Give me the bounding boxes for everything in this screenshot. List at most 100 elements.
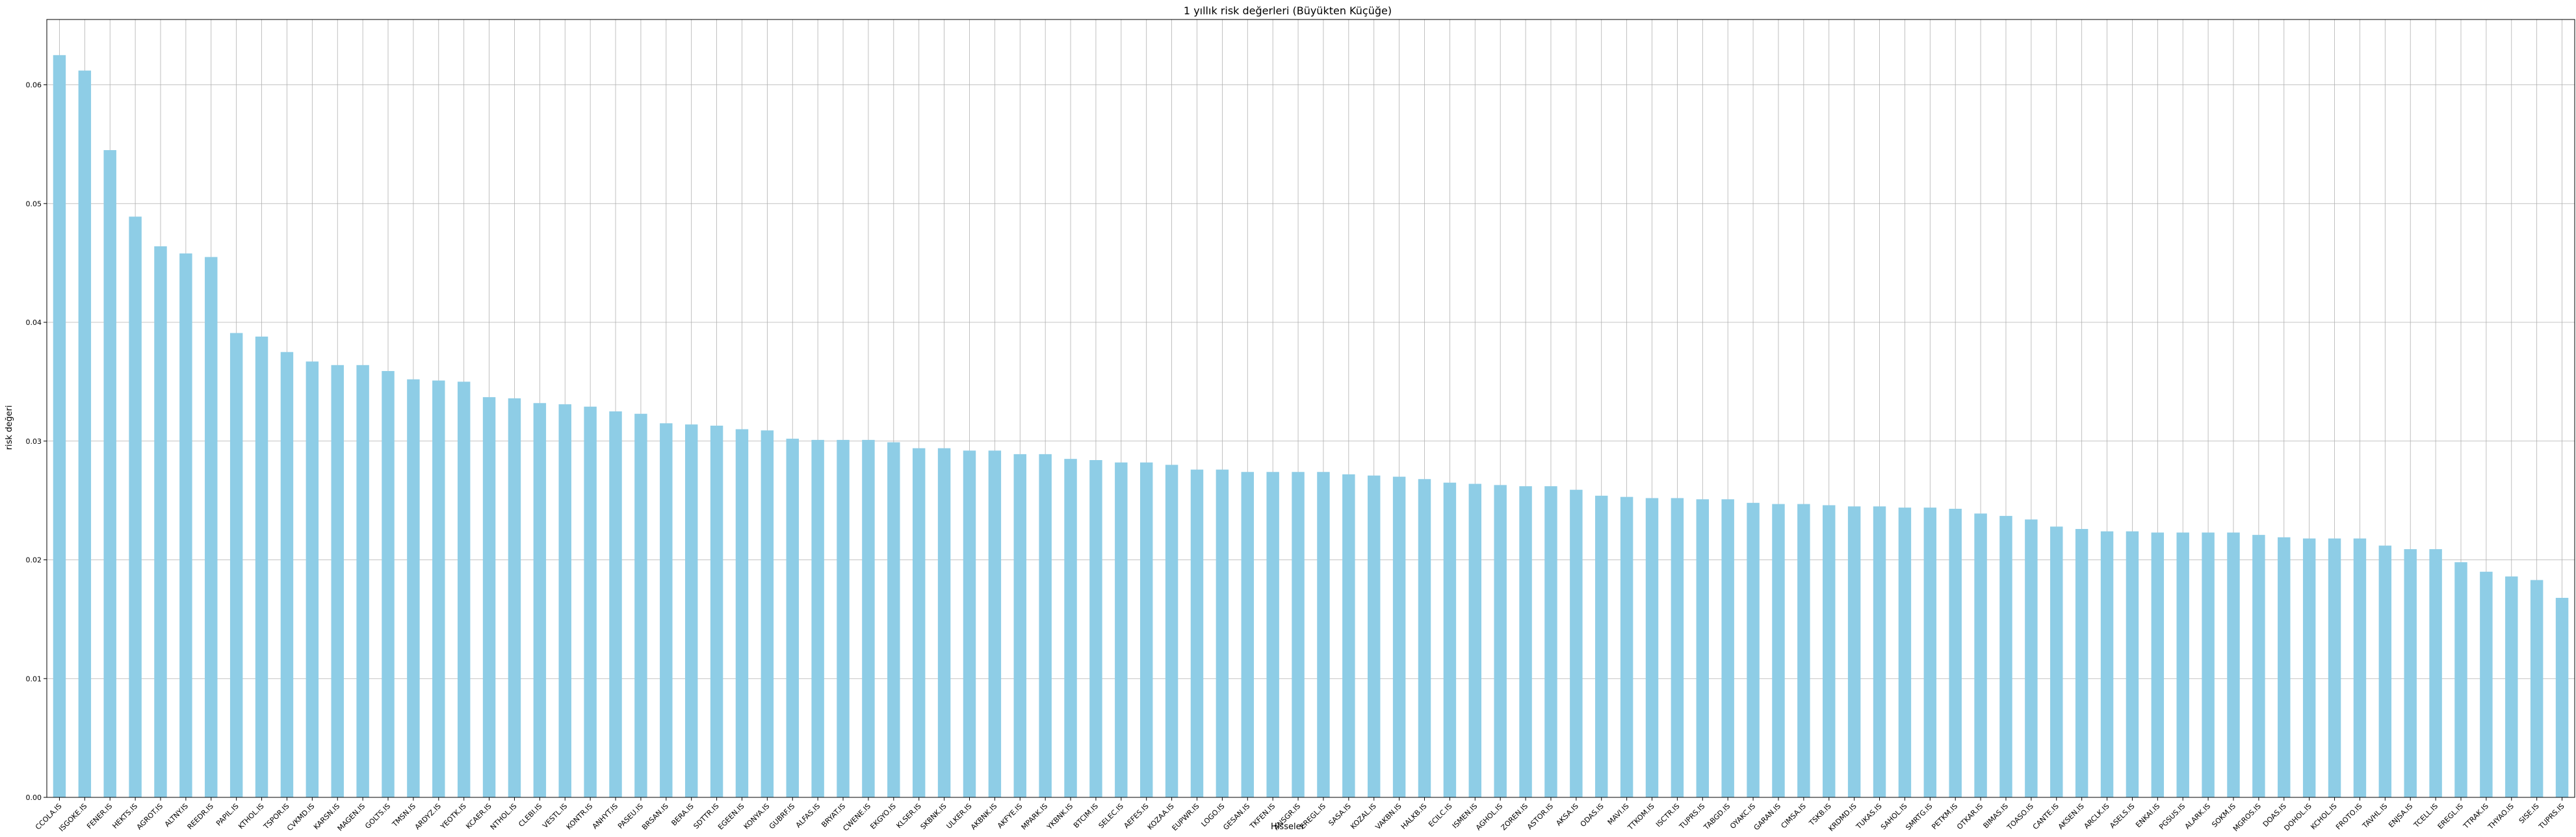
x-tick-label: AKBNK.IS bbox=[969, 802, 999, 832]
bar bbox=[1368, 475, 1381, 797]
x-tick-label: ASTOR.IS bbox=[1526, 802, 1555, 831]
bar bbox=[887, 442, 900, 797]
bar bbox=[761, 430, 774, 797]
bar bbox=[735, 429, 749, 797]
x-tick-label: OTKAR.IS bbox=[1955, 802, 1984, 831]
bar bbox=[1999, 515, 2012, 797]
x-tick-label: FENER.IS bbox=[85, 802, 114, 831]
bar bbox=[1772, 504, 1785, 797]
x-tick-label: ZOREN.IS bbox=[1500, 802, 1529, 832]
x-tick-label: YKBNK.IS bbox=[1045, 802, 1074, 832]
x-tick-label: TAVHL.IS bbox=[2360, 802, 2389, 831]
bar bbox=[2505, 576, 2518, 797]
x-tick-label: BTCIM.IS bbox=[1072, 802, 1100, 830]
x-tick-label: EGEEN.IS bbox=[716, 802, 746, 831]
bar bbox=[331, 365, 344, 797]
bar bbox=[2429, 549, 2442, 797]
bar bbox=[2151, 532, 2165, 797]
bar bbox=[660, 423, 673, 797]
bar bbox=[533, 403, 547, 797]
x-tick-label: BERA.IS bbox=[670, 802, 695, 827]
bar bbox=[2252, 535, 2265, 797]
bar bbox=[937, 448, 951, 797]
x-tick-label: VAKBN.IS bbox=[1373, 802, 1403, 831]
x-axis-label: Hisseler bbox=[1271, 822, 1305, 832]
bar bbox=[457, 381, 471, 797]
bar bbox=[2227, 532, 2240, 797]
x-tick-label: TUKAS.IS bbox=[1854, 802, 1883, 831]
x-tick-label: SASA.IS bbox=[1327, 802, 1353, 828]
bar bbox=[1468, 483, 1482, 797]
bar bbox=[2176, 532, 2189, 797]
bar bbox=[1266, 472, 1279, 797]
x-tick-label: KCHOL.IS bbox=[2309, 802, 2338, 831]
x-tick-label: ASELS.IS bbox=[2108, 802, 2136, 830]
bar bbox=[306, 361, 319, 797]
y-tick-label: 0.05 bbox=[26, 200, 42, 208]
bar bbox=[53, 55, 66, 797]
x-tick-label: DOHOL.IS bbox=[2282, 802, 2313, 832]
bar bbox=[1392, 476, 1406, 797]
grid-lines bbox=[47, 19, 2575, 798]
bar bbox=[1696, 499, 1710, 797]
bar bbox=[2278, 537, 2291, 797]
bar bbox=[1317, 472, 1330, 797]
x-tick-label: TSKB.IS bbox=[1807, 802, 1833, 828]
x-tick-label: SELEC.IS bbox=[1097, 802, 1125, 830]
x-tick-label: TABGD.IS bbox=[1702, 802, 1732, 832]
x-tick-label: PETKM.IS bbox=[1930, 802, 1959, 831]
x-tick-label: EKGYO.IS bbox=[868, 802, 898, 831]
bar bbox=[205, 257, 218, 797]
bar bbox=[2480, 571, 2493, 797]
bar bbox=[2202, 532, 2215, 797]
bar bbox=[2050, 526, 2063, 797]
bar bbox=[1923, 508, 1937, 797]
bar bbox=[382, 370, 395, 797]
x-tick-label: HALKB.IS bbox=[1399, 802, 1429, 831]
bar bbox=[1595, 495, 1608, 797]
bar bbox=[129, 216, 142, 798]
bar bbox=[255, 336, 268, 797]
bar bbox=[1721, 499, 1734, 797]
y-tick-label: 0.00 bbox=[26, 793, 42, 802]
x-tick-label: SMRTG.IS bbox=[1904, 802, 1934, 832]
bar bbox=[1898, 508, 1912, 797]
y-tick-label: 0.01 bbox=[26, 675, 42, 683]
x-tick-label: THYAO.IS bbox=[2486, 802, 2516, 831]
bar bbox=[912, 448, 926, 797]
x-tick-label: KTHOL.IS bbox=[237, 802, 265, 831]
bar bbox=[432, 380, 445, 797]
bar bbox=[837, 439, 850, 797]
bar bbox=[1570, 489, 1583, 797]
x-tick-label: MPARK.IS bbox=[1020, 802, 1050, 832]
y-tick-label: 0.02 bbox=[26, 556, 42, 565]
bar-series bbox=[53, 55, 2569, 798]
bar bbox=[1671, 498, 1684, 797]
bar bbox=[786, 439, 799, 797]
bar bbox=[2353, 538, 2367, 797]
bar bbox=[1165, 465, 1178, 797]
plot-frame bbox=[46, 19, 2575, 798]
x-tick-label: SISE.IS bbox=[2517, 802, 2541, 825]
bar bbox=[684, 424, 698, 797]
bar bbox=[1797, 504, 1810, 797]
bar bbox=[710, 425, 723, 797]
x-tick-label: GESAN.IS bbox=[1221, 802, 1251, 832]
x-tick-label: ARDYZ.IS bbox=[413, 802, 443, 831]
bar bbox=[558, 404, 571, 797]
y-tick-label: 0.06 bbox=[26, 81, 42, 90]
bar bbox=[1342, 474, 1355, 797]
x-tick-label: EREGL.IS bbox=[2436, 802, 2465, 831]
bar bbox=[1039, 454, 1052, 797]
x-tick-label: BRSAN.IS bbox=[640, 802, 670, 832]
x-tick-label: FROTO.IS bbox=[2334, 802, 2363, 831]
bar bbox=[1873, 506, 1886, 797]
x-tick-label: GARAN.IS bbox=[1752, 802, 1782, 832]
bar bbox=[2025, 519, 2038, 797]
x-tick-label: EUPWR.IS bbox=[1171, 802, 1201, 832]
x-tick-label: ARCLK.IS bbox=[2083, 802, 2111, 831]
x-tick-label: CWENE.IS bbox=[841, 802, 872, 833]
bar bbox=[1064, 459, 1077, 797]
x-tick-label: GUBRF.IS bbox=[768, 802, 797, 831]
